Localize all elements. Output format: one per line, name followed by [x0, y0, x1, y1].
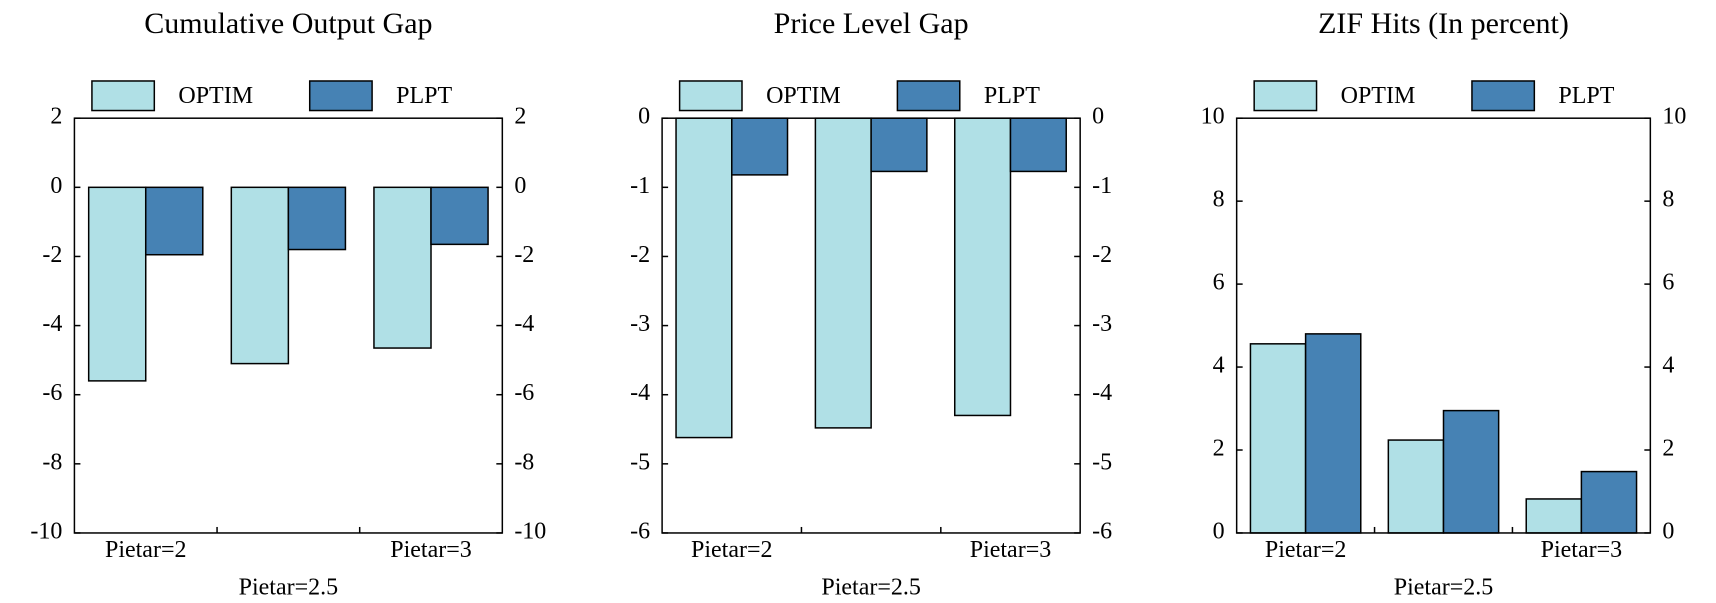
legend-label: PLPT: [984, 83, 1040, 109]
y2-tick-label: 0: [514, 173, 526, 199]
bar: [1580, 470, 1638, 534]
legend-label: PLPT: [1558, 83, 1614, 109]
chart-title: ZIF Hits (In percent): [1318, 7, 1569, 40]
y-tick-label: 0: [50, 173, 62, 199]
y-tick-label: -2: [630, 242, 650, 268]
y2-tick-label: 2: [1662, 436, 1674, 462]
bar: [144, 186, 204, 256]
legend-swatch: [1253, 80, 1318, 112]
x-tick-label: Pietar=2.5: [1394, 574, 1494, 600]
bar: [287, 186, 347, 251]
y2-tick-label: 8: [1662, 187, 1674, 213]
y2-tick-label: 10: [1662, 104, 1686, 130]
y2-tick-label: -8: [514, 449, 534, 475]
bar: [1009, 117, 1067, 173]
y-tick-label: 10: [1201, 104, 1225, 130]
y-tick-label: -6: [42, 380, 62, 406]
legend-label: OPTIM: [766, 83, 841, 109]
bar: [230, 186, 290, 365]
y-tick-label: 4: [1213, 353, 1225, 379]
y2-tick-label: 0: [1662, 518, 1674, 544]
y2-tick-label: -1: [1092, 173, 1112, 199]
bar: [87, 186, 147, 382]
legend-label: PLPT: [396, 83, 452, 109]
legend-swatch: [308, 80, 373, 112]
y2-tick-label: -5: [1092, 449, 1112, 475]
y-tick-label: -2: [42, 242, 62, 268]
chart-title: Cumulative Output Gap: [144, 7, 432, 40]
y-tick-label: -1: [630, 173, 650, 199]
legend-swatch: [896, 80, 961, 112]
legend-swatch: [678, 80, 743, 112]
bar: [731, 117, 789, 176]
y2-tick-label: -4: [514, 311, 534, 337]
y-tick-label: -4: [42, 311, 62, 337]
y-tick-label: -8: [42, 449, 62, 475]
y-tick-label: 2: [50, 104, 62, 130]
y-tick-label: 2: [1213, 436, 1225, 462]
y2-tick-label: 0: [1092, 104, 1104, 130]
legend-swatch: [1471, 80, 1536, 112]
x-tick-label: Pietar=2: [691, 537, 773, 563]
bar: [870, 117, 928, 173]
y2-tick-label: -10: [514, 518, 546, 544]
chart-title: Price Level Gap: [774, 7, 969, 40]
bar: [1387, 439, 1445, 534]
y-tick-label: -6: [630, 518, 650, 544]
bar: [373, 186, 432, 349]
plot-frame: [1235, 117, 1652, 534]
y2-tick-label: 2: [514, 104, 526, 130]
y2-tick-label: -6: [1092, 518, 1112, 544]
y2-tick-label: 4: [1662, 353, 1674, 379]
legend-swatch: [91, 80, 156, 112]
y-tick-label: -5: [630, 449, 650, 475]
x-tick-label: Pietar=3: [1541, 537, 1623, 563]
bar: [675, 117, 733, 439]
x-tick-label: Pietar=2.5: [821, 574, 921, 600]
y2-tick-label: -6: [514, 380, 534, 406]
y2-tick-label: -2: [514, 242, 534, 268]
bar: [430, 186, 489, 246]
legend-label: OPTIM: [178, 83, 253, 109]
plot-frame: [661, 117, 1081, 534]
bar: [1442, 409, 1500, 534]
y2-tick-label: 6: [1662, 270, 1674, 296]
bar: [1525, 498, 1583, 534]
y-tick-label: -3: [630, 311, 650, 337]
plot-frame: [73, 117, 504, 534]
x-tick-label: Pietar=2.5: [239, 574, 339, 600]
x-tick-label: Pietar=2: [105, 537, 187, 563]
legend-label: OPTIM: [1341, 83, 1416, 109]
y-tick-label: 8: [1213, 187, 1225, 213]
y2-tick-label: -2: [1092, 242, 1112, 268]
y-tick-label: 0: [638, 104, 650, 130]
bar: [953, 117, 1012, 417]
bar: [814, 117, 872, 429]
y2-tick-label: -4: [1092, 380, 1112, 406]
y2-tick-label: -3: [1092, 311, 1112, 337]
y-tick-label: -4: [630, 380, 650, 406]
y-tick-label: 0: [1213, 518, 1225, 544]
x-tick-label: Pietar=2: [1265, 537, 1347, 563]
x-tick-label: Pietar=3: [970, 537, 1052, 563]
bar: [1249, 343, 1307, 534]
x-tick-label: Pietar=3: [390, 537, 472, 563]
bar: [1304, 333, 1362, 534]
y-tick-label: 6: [1213, 270, 1225, 296]
y-tick-label: -10: [30, 518, 62, 544]
